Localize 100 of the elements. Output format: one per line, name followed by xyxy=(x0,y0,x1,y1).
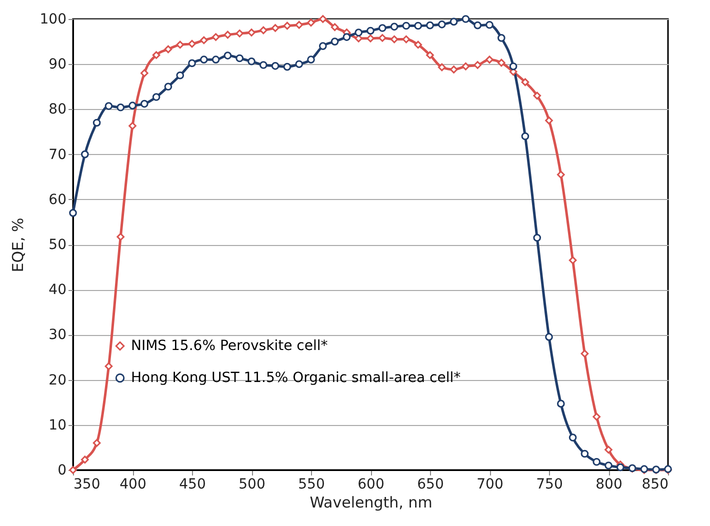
point xyxy=(521,132,530,140)
x-axis-title: Wavelength, nm xyxy=(310,494,432,512)
point xyxy=(140,69,148,78)
point xyxy=(438,63,446,72)
x-tick-label: 800 xyxy=(596,476,622,492)
point xyxy=(497,34,506,42)
point xyxy=(212,33,220,41)
point xyxy=(545,333,553,341)
point xyxy=(486,56,494,64)
point xyxy=(592,412,601,421)
point xyxy=(224,52,232,60)
y-axis-title: EQE, % xyxy=(8,218,27,272)
x-tick-label: 500 xyxy=(238,476,266,492)
point xyxy=(318,15,327,23)
y-tick-label: 60 xyxy=(48,192,66,208)
point xyxy=(330,23,339,32)
point xyxy=(152,51,160,59)
point xyxy=(164,82,172,91)
y-tick-label: 30 xyxy=(48,327,66,344)
point xyxy=(580,350,589,358)
point xyxy=(248,28,256,36)
point xyxy=(354,28,363,36)
point xyxy=(521,78,530,86)
point xyxy=(271,24,280,32)
legend-label: Hong Kong UST 11.5% Organic small-area cell* xyxy=(131,370,461,386)
point xyxy=(568,256,577,264)
point xyxy=(116,103,125,112)
point xyxy=(378,34,386,42)
x-tick-label: 400 xyxy=(120,476,146,492)
point xyxy=(69,209,77,217)
y-tick-label: 20 xyxy=(48,372,66,388)
point xyxy=(402,35,410,44)
point xyxy=(604,446,612,454)
legend-label: NIMS 15.6% Perovskite cell* xyxy=(131,338,328,354)
point xyxy=(283,22,292,30)
point xyxy=(474,61,482,69)
point xyxy=(426,51,434,59)
point xyxy=(200,36,208,44)
point xyxy=(248,57,256,66)
point xyxy=(307,56,315,64)
point xyxy=(236,30,244,38)
point xyxy=(188,40,196,48)
x-tick-label: 550 xyxy=(298,476,325,492)
point xyxy=(164,45,172,54)
point xyxy=(580,450,589,458)
point xyxy=(426,21,434,30)
y-tick-label: 10 xyxy=(48,417,66,434)
point xyxy=(283,62,292,71)
x-tick-label: 850 xyxy=(642,476,668,492)
point xyxy=(271,62,280,70)
point xyxy=(450,66,458,74)
point xyxy=(259,61,268,69)
point xyxy=(486,20,494,29)
point xyxy=(104,362,113,370)
point xyxy=(366,34,374,42)
point xyxy=(128,122,136,130)
point xyxy=(342,33,351,41)
y-tick-label: 80 xyxy=(48,102,66,118)
y-tick-label: 90 xyxy=(48,56,66,73)
point xyxy=(295,60,304,68)
point xyxy=(438,20,446,28)
point xyxy=(176,71,184,80)
point xyxy=(188,59,196,68)
x-tick-label: 450 xyxy=(179,476,206,492)
y-tick-label: 40 xyxy=(48,282,66,298)
point xyxy=(104,102,113,110)
point xyxy=(604,462,612,470)
point xyxy=(307,18,315,27)
point xyxy=(200,56,208,64)
point xyxy=(450,18,458,26)
point xyxy=(616,463,624,472)
point xyxy=(80,456,89,464)
point xyxy=(568,434,577,442)
y-tick-label: 0 xyxy=(58,462,66,478)
y-tick-label: 70 xyxy=(48,146,66,163)
point xyxy=(259,26,268,34)
point xyxy=(318,42,327,50)
point xyxy=(390,35,398,44)
point xyxy=(128,102,136,110)
point xyxy=(556,400,565,408)
point xyxy=(545,116,553,124)
point xyxy=(152,93,160,101)
point xyxy=(402,22,410,30)
point xyxy=(414,22,422,30)
point xyxy=(116,232,125,241)
point xyxy=(92,439,101,447)
x-tick-label: 650 xyxy=(417,476,444,492)
point xyxy=(462,62,470,70)
point xyxy=(414,40,422,49)
point xyxy=(330,38,339,46)
point xyxy=(390,22,398,31)
x-tick-label: 700 xyxy=(476,476,504,492)
point xyxy=(366,26,374,35)
point xyxy=(69,466,77,474)
y-tick-label: 50 xyxy=(48,237,66,253)
point xyxy=(212,56,220,64)
point xyxy=(533,92,542,100)
point xyxy=(556,170,565,179)
point xyxy=(176,40,184,49)
point xyxy=(474,21,482,30)
